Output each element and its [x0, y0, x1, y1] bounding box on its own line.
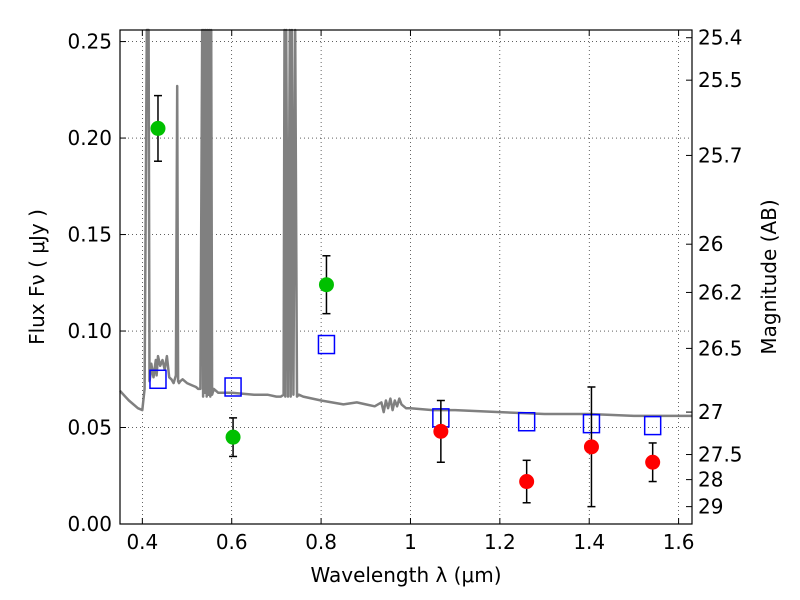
y-tick-label: 0.05: [67, 416, 112, 440]
y-tick-label: 0.25: [67, 30, 112, 54]
plot-area: [119, 28, 692, 508]
x-axis-ticks: 0.4 0.6 0.8 1 1.2 1.4 1.6: [126, 30, 695, 554]
y-axis-label: Flux Fν ( μJy ): [25, 209, 49, 345]
magnitude-axis-ticks: 25.4 25.5 25.7 26 26.2 26.5 27 27.528 29: [686, 26, 743, 519]
x-tick-label: 0.8: [305, 530, 337, 554]
magnitude-tick-label: 25.5: [698, 68, 743, 92]
axes-frame: [119, 29, 693, 525]
observed-flux-point: [645, 454, 661, 470]
observed-flux-point: [225, 429, 241, 445]
observed-flux-point: [519, 474, 535, 490]
x-tick-label: 1: [404, 530, 417, 554]
magnitude-tick-label: 26.2: [698, 280, 743, 304]
magnitude-tick-label: 26: [698, 232, 723, 256]
x-tick-label: 0.6: [216, 530, 248, 554]
y-tick-label: 0.10: [67, 319, 112, 343]
y-tick-label: 0.00: [67, 512, 112, 536]
magnitude-tick-label: 27.5: [698, 443, 743, 467]
x-tick-label: 1.6: [663, 530, 695, 554]
y-tick-label: 0.20: [67, 126, 112, 150]
model-photometry-square: [224, 377, 242, 397]
y-tick-label: 0.15: [67, 223, 112, 247]
magnitude-tick-label: 25.7: [698, 143, 743, 167]
x-axis-label: Wavelength λ (μm): [310, 563, 501, 587]
magnitude-tick-label: 28: [698, 468, 723, 492]
observed-flux-point: [433, 423, 449, 439]
observed-flux-point: [150, 120, 166, 136]
magnitude-tick-label: 25.4: [698, 26, 743, 50]
x-tick-label: 1.4: [573, 530, 605, 554]
model-spectrum-line: [119, 28, 692, 418]
magnitude-tick-label: 29: [698, 495, 723, 519]
x-tick-label: 0.4: [126, 530, 158, 554]
model-photometry-square: [317, 334, 336, 355]
observed-flux-point: [583, 439, 599, 455]
magnitude-tick-label: 27: [698, 400, 723, 424]
magnitude-tick-label: 26.5: [698, 336, 743, 360]
model-photometry-square: [643, 415, 662, 436]
y-axis-ticks: 0.00 0.05 0.10 0.15 0.20 0.25: [67, 30, 126, 536]
observed-flux-point: [318, 277, 334, 293]
x-tick-label: 1.2: [484, 530, 516, 554]
model-photometry-square: [149, 369, 167, 390]
model-photometry-square: [517, 411, 536, 432]
magnitude-axis-label: Magnitude (AB): [757, 199, 781, 354]
